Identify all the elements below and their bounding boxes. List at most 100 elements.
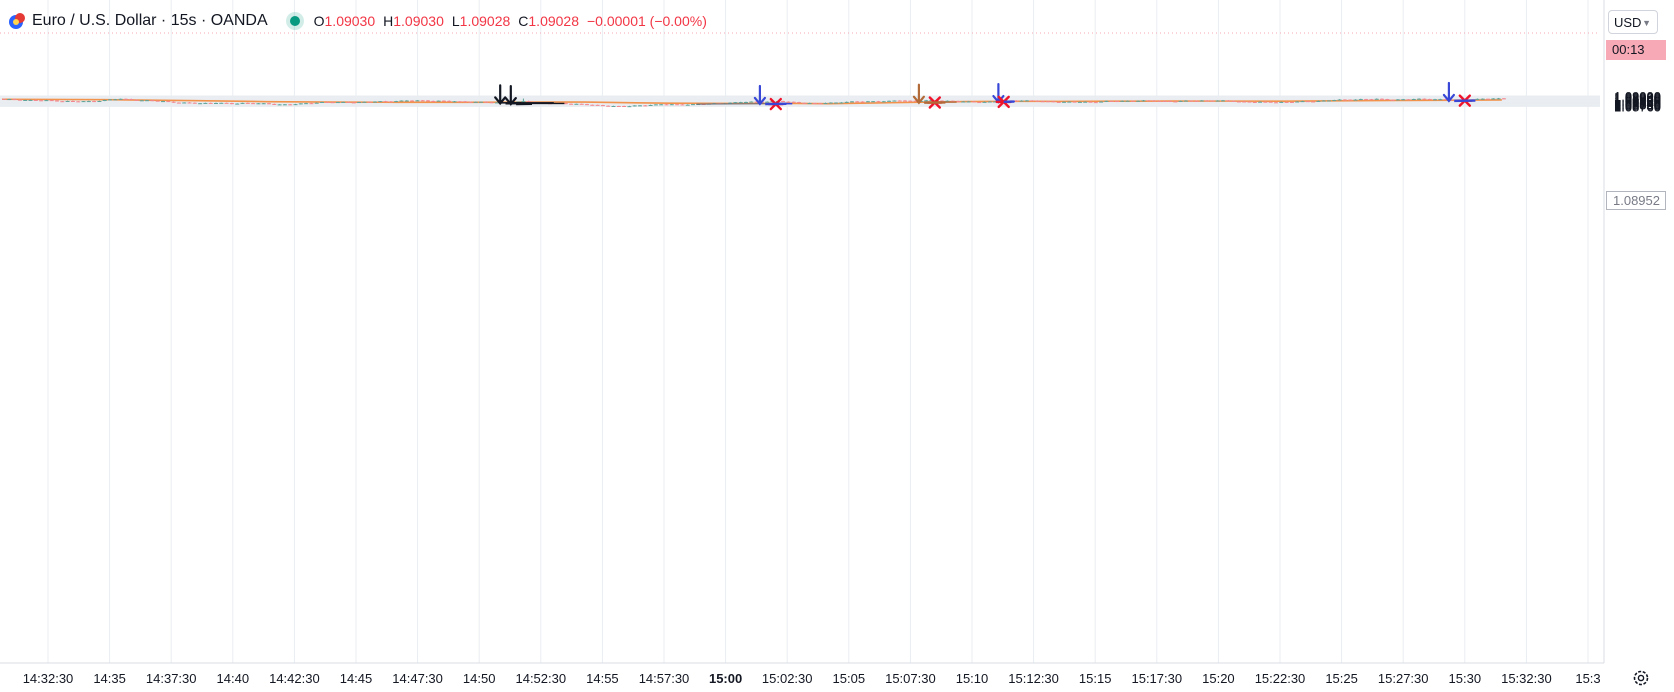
candle-body — [1051, 101, 1056, 103]
candle-body — [1258, 101, 1263, 103]
candle-body — [49, 100, 54, 102]
candle-body — [1088, 101, 1093, 103]
candle-body — [240, 102, 245, 104]
arrow-down-icon — [494, 84, 507, 106]
bar-countdown: 00:13 — [1606, 40, 1666, 60]
candle-body — [913, 100, 918, 102]
candle-body — [606, 105, 611, 107]
candle-body — [346, 101, 351, 103]
time-tick-label: 14:52:30 — [515, 671, 566, 686]
price-axis[interactable]: 1.090001.089801.089601.089401.089201.089… — [1614, 89, 1661, 114]
candle-body — [341, 101, 346, 103]
candle-body — [1062, 101, 1066, 103]
candle-body — [643, 105, 648, 107]
candle-body — [457, 101, 462, 103]
candle-body — [150, 100, 155, 102]
candle-body — [309, 103, 314, 105]
candle-body — [1035, 100, 1040, 102]
candle-body — [876, 101, 881, 103]
candle-body — [1300, 101, 1305, 103]
candle-body — [261, 103, 266, 105]
candle-body — [118, 98, 123, 100]
high-value: 1.09030 — [393, 13, 444, 29]
candle-body — [362, 101, 367, 103]
candle-body — [1168, 100, 1172, 102]
candle-body — [1019, 100, 1024, 102]
candle-body — [738, 102, 743, 104]
time-tick-label: 14:47:30 — [392, 671, 443, 686]
price-tick-label: 1.08860 — [1614, 95, 1661, 110]
price-tick-label: 1.08820 — [1614, 97, 1661, 112]
candle-body — [208, 102, 213, 104]
arrow-down-icon — [1442, 81, 1455, 103]
candle-body — [1056, 101, 1061, 103]
candle-body — [834, 102, 839, 104]
candle-body — [214, 102, 218, 104]
candle-body — [1093, 102, 1098, 104]
candle-body — [675, 104, 680, 106]
candle-body — [277, 104, 282, 106]
candle-body — [182, 102, 187, 104]
candle-body — [781, 101, 786, 103]
candle-body — [950, 100, 955, 102]
candle-body — [367, 101, 372, 103]
candle-body — [394, 101, 399, 103]
time-tick-label: 15:07:30 — [885, 671, 936, 686]
time-tick-label: 15:10 — [956, 671, 989, 686]
symbol-title[interactable]: Euro / U.S. Dollar · 15s · OANDA — [32, 12, 268, 29]
currency-selector[interactable]: USD ▼ — [1608, 10, 1658, 34]
candle-body — [1130, 100, 1135, 102]
candle-body — [219, 102, 224, 104]
candle-body — [288, 104, 293, 106]
time-tick-label: 14:35 — [93, 671, 126, 686]
time-tick-label: 14:50 — [463, 671, 496, 686]
candle-body — [1422, 98, 1427, 100]
time-tick-label: 15:20 — [1202, 671, 1235, 686]
chevron-down-icon: ▼ — [1642, 18, 1651, 28]
candle-body — [839, 102, 844, 104]
candle-body — [1438, 99, 1443, 101]
candle-body — [113, 99, 118, 101]
low-label: L — [451, 13, 460, 29]
candle-body — [383, 101, 388, 103]
price-tick-label: 1.08840 — [1614, 96, 1661, 111]
currency-label: USD — [1614, 15, 1642, 30]
currency-flag-icon[interactable] — [8, 12, 26, 30]
candle-body — [1083, 101, 1088, 103]
candle-body — [304, 103, 309, 105]
candle-body — [145, 100, 150, 102]
candle-body — [1443, 99, 1448, 101]
price-tick-label: 1.08780 — [1614, 99, 1661, 114]
candle-body — [1263, 101, 1268, 103]
candle-body — [924, 100, 929, 102]
candle-body — [961, 101, 966, 103]
candle-body — [807, 103, 812, 105]
candle-body — [134, 99, 139, 101]
candle-body — [484, 101, 489, 103]
ohlc-close: C1.09028 — [518, 13, 579, 29]
time-tick-label: 14:37:30 — [146, 671, 197, 686]
open-value: 1.09030 — [324, 13, 376, 29]
arrow-down-icon — [504, 85, 517, 106]
candle-body — [293, 104, 298, 106]
drawing-annotations[interactable] — [494, 81, 1476, 111]
price-tick-label: 1.08900 — [1614, 93, 1661, 108]
candle-body — [1157, 100, 1162, 102]
symbol-legend: Euro / U.S. Dollar · 15s · OANDA O1.0903… — [8, 10, 707, 32]
time-axis[interactable]: 14:32:30 14:35 14:37:30 14:40 14:42:30 14:45 1… — [23, 671, 1601, 686]
arrow-down-icon — [912, 83, 925, 105]
gear-icon[interactable] — [1631, 668, 1651, 688]
candle-body — [1406, 99, 1411, 101]
candle-body — [1401, 99, 1406, 101]
candle-body — [1146, 100, 1151, 102]
candle-body — [1279, 101, 1284, 103]
candle-body — [987, 101, 992, 103]
price-tick-label: 1.08800 — [1614, 98, 1661, 113]
time-tick-label: 15:25 — [1325, 671, 1358, 686]
candle-body — [441, 100, 446, 102]
candle-body — [1109, 100, 1114, 102]
candle-body — [844, 101, 849, 103]
candle-body — [86, 101, 91, 103]
candle-body — [420, 100, 425, 102]
